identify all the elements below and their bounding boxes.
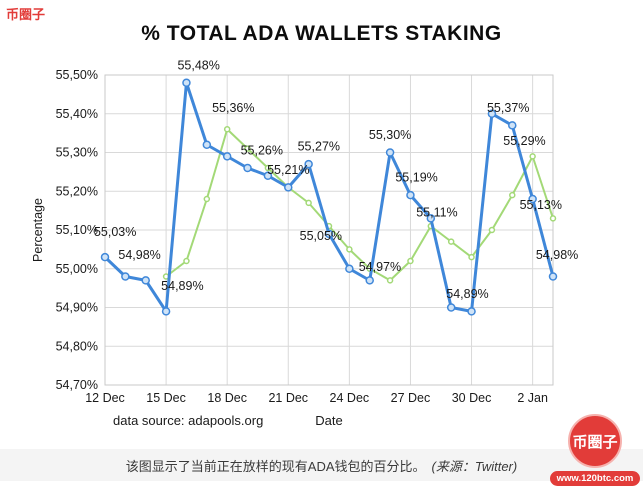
blue-series-point <box>161 307 171 316</box>
data-label: 54,98% <box>118 248 160 262</box>
blue-series-point <box>141 276 150 285</box>
data-label: 55,11% <box>416 206 457 220</box>
green-series-point <box>386 277 394 284</box>
green-series-line <box>165 128 554 282</box>
y-tick-label: 55,30% <box>56 146 98 160</box>
data-label: 55,03% <box>94 225 136 239</box>
green-series-point <box>223 126 231 133</box>
blue-series-point <box>467 307 476 316</box>
data-label: 55,13% <box>520 198 562 212</box>
data-label: 55,48% <box>177 58 219 72</box>
y-tick-label: 55,10% <box>56 223 98 237</box>
x-tick-label: 27 Dec <box>391 391 431 405</box>
data-label: 55,21% <box>267 163 309 177</box>
blue-series-point <box>100 252 110 262</box>
site-logo: 币圈子 www.120btc.com <box>549 414 641 500</box>
site-logo-url: www.120btc.com <box>549 471 641 486</box>
blue-series-point <box>284 183 293 192</box>
blue-series-point <box>365 276 374 285</box>
y-tick-label: 54,90% <box>56 301 98 315</box>
y-axis-title: Percentage <box>31 198 45 262</box>
green-series-point <box>529 153 536 160</box>
y-tick-label: 55,50% <box>56 68 98 82</box>
staking-line-chart: 55,50% 55,40% 55,30% 55,20% 55,10% 55,00% 54,9… <box>31 58 578 428</box>
data-label: 55,29% <box>503 134 545 148</box>
green-series-point <box>305 199 312 207</box>
blue-series-point <box>528 194 537 204</box>
blue-series-point <box>426 214 436 223</box>
data-label: 54,98% <box>536 248 578 262</box>
data-label: 55,26% <box>241 144 283 158</box>
blue-series-point <box>446 303 456 312</box>
y-tick-label: 55,40% <box>56 107 98 121</box>
x-tick-label: 21 Dec <box>268 391 308 405</box>
blue-series-point <box>345 264 354 273</box>
green-series-point <box>549 215 557 222</box>
data-label: 55,36% <box>212 101 254 115</box>
blue-series-point <box>202 140 212 149</box>
caption-bar: 该图显示了当前正在放样的现有ADA钱包的百分比。 (来源：Twitter) <box>0 449 643 481</box>
y-tick-label: 54,80% <box>56 339 98 353</box>
green-series-point <box>488 226 496 234</box>
blue-series-line <box>103 81 555 313</box>
plot-border <box>104 74 554 386</box>
green-series-point <box>509 191 516 199</box>
data-label: 54,89% <box>161 279 203 293</box>
chart-title: % TOTAL ADA WALLETS STAKING <box>141 22 502 45</box>
green-series-point <box>203 195 211 203</box>
blue-series-point <box>548 272 558 281</box>
data-label: 54,89% <box>446 287 488 301</box>
site-logo-badge: 币圈子 <box>568 414 622 468</box>
green-series-point <box>447 238 455 245</box>
x-tick-label: 12 Dec <box>85 391 125 405</box>
blue-series-point <box>121 272 130 281</box>
green-series-point <box>468 253 475 261</box>
site-watermark: 币圈子 <box>6 7 46 22</box>
blue-series-point <box>182 78 191 87</box>
green-series-point <box>244 145 251 152</box>
data-label: 55,05% <box>300 229 342 243</box>
blue-series-point <box>324 229 334 239</box>
blue-series-point <box>304 159 313 169</box>
data-label: 55,30% <box>369 128 411 142</box>
x-tick-label: 24 Dec <box>330 391 370 405</box>
y-tick-label: 54,70% <box>56 378 98 392</box>
blue-series-point <box>508 121 517 130</box>
y-tick-label: 55,20% <box>56 184 98 198</box>
data-label: 55,19% <box>395 171 437 185</box>
x-tick-label: 18 Dec <box>207 391 247 405</box>
blue-series-point <box>263 171 273 180</box>
green-series-point <box>264 164 272 172</box>
data-label: 54,97% <box>359 260 401 274</box>
green-series-point <box>407 257 414 265</box>
blue-series-point <box>487 109 497 118</box>
data-label: 55,37% <box>487 101 529 115</box>
blue-series-point <box>222 152 232 161</box>
caption-source: (来源：Twitter) <box>431 458 518 474</box>
green-series-point <box>346 246 353 253</box>
caption-text: 该图显示了当前正在放样的现有ADA钱包的百分比。 <box>125 458 426 474</box>
blue-series-point <box>243 163 252 173</box>
blue-series-point <box>385 148 395 157</box>
data-label: 55,27% <box>298 140 340 154</box>
y-tick-label: 55,00% <box>56 262 98 276</box>
x-tick-label: 2 Jan <box>517 391 548 405</box>
blue-series-point <box>406 190 415 200</box>
green-series-point <box>183 257 190 265</box>
chart-footnote: data source: adapools.org <box>113 413 263 428</box>
x-axis-title: Date <box>315 413 342 428</box>
x-tick-label: 15 Dec <box>146 391 186 405</box>
x-tick-label: 30 Dec <box>452 391 492 405</box>
